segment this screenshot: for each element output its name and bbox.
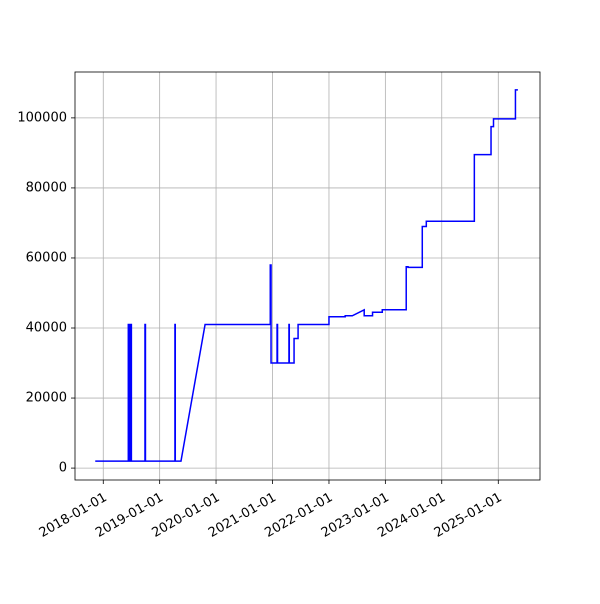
y-tick-label: 20000 [26,391,67,406]
y-tick-label: 0 [59,461,67,476]
plot-frame [74,71,541,481]
y-tick-label: 100000 [17,110,67,125]
y-tick-label: 80000 [26,180,67,195]
y-tick-label: 40000 [26,321,67,336]
y-tick-label: 60000 [26,250,67,265]
data-line [95,89,518,462]
